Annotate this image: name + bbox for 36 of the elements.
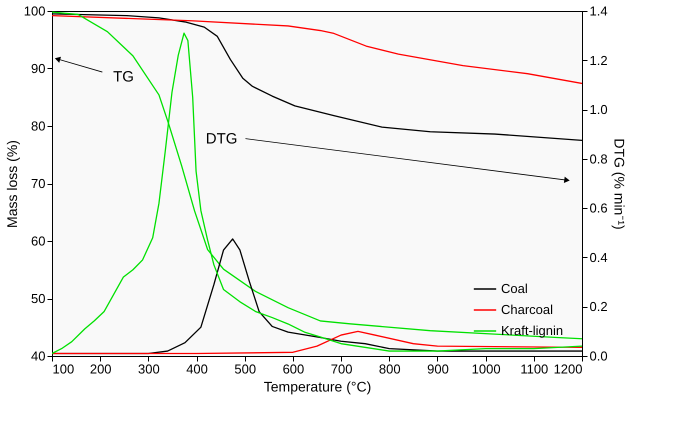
y2-tick-label: 0.4 bbox=[590, 250, 608, 265]
x-tick-label: 900 bbox=[427, 362, 449, 376]
x-tick-label: 700 bbox=[330, 362, 352, 376]
y-tick-label: 80 bbox=[31, 118, 46, 134]
x-axis-title: Temperature (°C) bbox=[264, 378, 372, 394]
x-tick-label: 300 bbox=[138, 362, 160, 376]
x-tick-label: 100 bbox=[52, 362, 74, 376]
x-tick-label: 200 bbox=[90, 362, 112, 376]
legend-label: Coal bbox=[501, 281, 528, 296]
x-tick-label: 400 bbox=[186, 362, 208, 376]
y-tick-label: 40 bbox=[31, 348, 46, 364]
legend-label: Charcoal bbox=[501, 302, 554, 317]
y-tick-label: 70 bbox=[31, 176, 46, 191]
x-tick-label: 500 bbox=[234, 362, 256, 376]
annotation: TG bbox=[113, 68, 134, 86]
y-tick-label: 60 bbox=[31, 234, 46, 248]
y-tick-label: 50 bbox=[31, 291, 46, 306]
x-tick-label: 600 bbox=[282, 362, 304, 376]
line-series bbox=[52, 14, 582, 84]
y-tick-label: 90 bbox=[31, 61, 46, 76]
legend-label: Kraft-lignin bbox=[501, 323, 564, 338]
y2-tick-label: 1.0 bbox=[590, 102, 608, 118]
x-tick-label: 800 bbox=[378, 362, 401, 376]
x-tick-label: 1100 bbox=[520, 362, 548, 376]
y2-tick-label: 0.0 bbox=[590, 348, 608, 364]
y2-tick-label: 1.2 bbox=[590, 52, 608, 68]
y-axis-title: Mass loss (%) bbox=[4, 140, 20, 228]
y2-axis-title: DTG (% min⁻¹) bbox=[612, 138, 628, 230]
y2-tick-label: 0.8 bbox=[590, 151, 608, 166]
y2-tick-label: 1.4 bbox=[590, 4, 608, 18]
y2-tick-label: 0.6 bbox=[590, 200, 608, 216]
x-tick-label: 1000 bbox=[472, 362, 501, 376]
y-tick-label: 100 bbox=[24, 4, 46, 18]
x-tick-label: 1200 bbox=[554, 362, 582, 376]
annotation: DTG bbox=[206, 130, 238, 148]
y2-tick-label: 0.2 bbox=[590, 299, 608, 314]
